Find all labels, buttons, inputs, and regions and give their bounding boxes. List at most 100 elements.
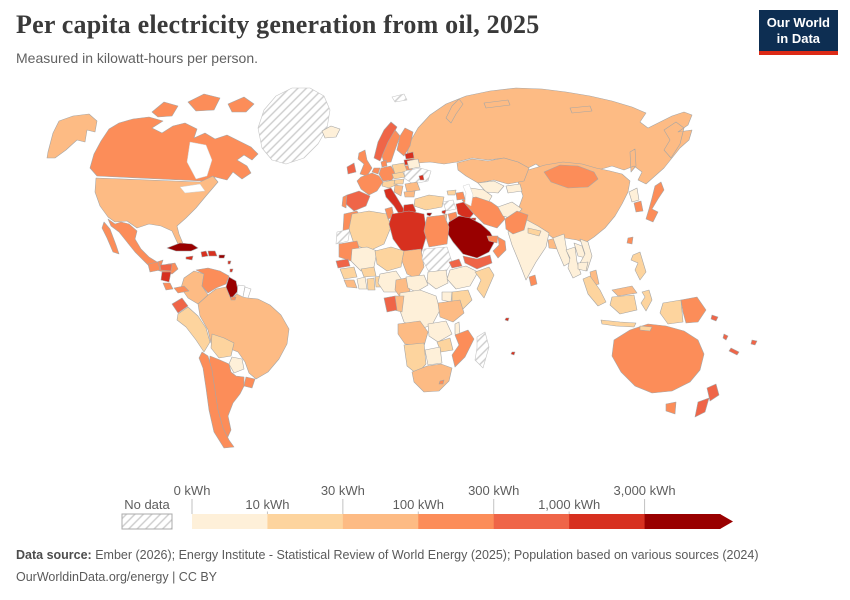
country-venezuela[interactable] xyxy=(195,267,230,294)
country-portugal[interactable] xyxy=(341,194,348,209)
country-france[interactable] xyxy=(356,172,384,196)
country-pakistan[interactable] xyxy=(504,210,529,235)
country-solomon[interactable] xyxy=(710,314,719,322)
country-czechia[interactable] xyxy=(391,171,406,180)
country-iceland[interactable] xyxy=(321,125,341,139)
country-japan[interactable] xyxy=(645,181,665,223)
country-svalbard[interactable] xyxy=(391,93,408,103)
country-dominicanrep[interactable] xyxy=(207,250,218,257)
country-belarus[interactable] xyxy=(406,158,421,170)
country-lesotho[interactable] xyxy=(438,379,445,385)
country-indonesia[interactable] xyxy=(582,275,684,332)
country-uruguay[interactable] xyxy=(243,376,256,389)
country-balkans[interactable] xyxy=(393,184,404,197)
country-turkey[interactable] xyxy=(413,194,445,211)
country-madagascar[interactable] xyxy=(474,331,490,369)
country-guyana[interactable] xyxy=(225,276,239,300)
country-cuba[interactable] xyxy=(166,242,199,252)
country-australia[interactable] xyxy=(611,323,705,415)
legend-swatch-30-100-kWh[interactable] xyxy=(342,514,419,529)
country-cambodia[interactable] xyxy=(577,261,589,272)
country-ivorycoast[interactable] xyxy=(356,276,368,290)
legend-no-data-swatch[interactable] xyxy=(121,513,173,530)
country-bulgaria[interactable] xyxy=(403,190,416,198)
country-kyrgyzstan[interactable] xyxy=(505,183,523,194)
country-estonia[interactable] xyxy=(404,151,415,160)
country-denmark[interactable] xyxy=(380,159,388,168)
country-gabon[interactable] xyxy=(383,295,398,313)
country-png[interactable] xyxy=(680,296,707,324)
country-ukraine[interactable] xyxy=(403,167,432,185)
country-jamaica[interactable] xyxy=(185,255,194,261)
country-lebanon[interactable] xyxy=(441,209,447,215)
country-ethiopia[interactable] xyxy=(446,265,479,290)
country-burkinafaso[interactable] xyxy=(360,266,377,278)
country-zambia[interactable] xyxy=(427,320,453,343)
country-southsudan[interactable] xyxy=(426,269,449,290)
country-switzerland[interactable] xyxy=(381,179,399,189)
country-somalia[interactable] xyxy=(474,266,495,299)
country-georgia[interactable] xyxy=(446,189,457,196)
country-sierraleone[interactable] xyxy=(343,279,358,289)
country-benelux[interactable] xyxy=(371,167,381,175)
country-chad[interactable] xyxy=(401,248,425,280)
country-southafrica[interactable] xyxy=(411,363,453,393)
country-philippines[interactable] xyxy=(630,251,647,281)
country-hungary[interactable] xyxy=(393,178,405,185)
country-kazakhstan[interactable] xyxy=(456,157,530,185)
country-norway[interactable] xyxy=(373,121,398,162)
legend-swatch-3-000+-kWh[interactable] xyxy=(644,514,721,529)
country-thailand[interactable] xyxy=(565,246,582,279)
country-senegal[interactable] xyxy=(335,258,351,269)
country-ghana[interactable] xyxy=(366,277,376,291)
legend-swatch-10-30-kWh[interactable] xyxy=(267,514,344,529)
legend-swatch-1-000-3-000-kWh[interactable] xyxy=(569,514,646,529)
country-libya[interactable] xyxy=(388,210,428,255)
country-guatemala[interactable] xyxy=(147,261,161,273)
country-southkorea[interactable] xyxy=(633,200,644,213)
country-guinea[interactable] xyxy=(339,266,358,280)
country-uganda[interactable] xyxy=(441,291,453,303)
country-newcaledonia[interactable] xyxy=(728,347,740,356)
country-finland[interactable] xyxy=(396,127,414,157)
country-mongolia[interactable] xyxy=(543,164,599,189)
legend-swatch-300-1-000-kWh[interactable] xyxy=(493,514,570,529)
country-peru[interactable] xyxy=(176,306,211,353)
country-algeria[interactable] xyxy=(348,210,392,252)
country-saudiarabia[interactable] xyxy=(445,215,496,259)
country-sudan[interactable] xyxy=(421,246,453,276)
country-uk[interactable] xyxy=(357,149,373,177)
legend-swatch-0-10-kWh[interactable] xyxy=(192,514,268,529)
country-niger[interactable] xyxy=(374,246,405,272)
country-mauritius[interactable] xyxy=(504,317,516,356)
country-newzealand[interactable] xyxy=(694,383,720,418)
country-northkorea[interactable] xyxy=(628,187,640,203)
country-car[interactable] xyxy=(405,274,429,293)
country-mexico[interactable] xyxy=(101,218,179,275)
country-moldova[interactable] xyxy=(418,174,425,181)
country-vanuatu[interactable] xyxy=(722,333,729,341)
legend-swatch-100-300-kWh[interactable] xyxy=(418,514,495,529)
country-azerbaijan[interactable] xyxy=(455,191,466,201)
country-canada[interactable] xyxy=(89,93,259,182)
country-lesserantilles[interactable] xyxy=(227,260,234,273)
country-tanzania[interactable] xyxy=(437,299,465,323)
owid-logo[interactable]: Our World in Data xyxy=(758,10,838,55)
country-cyprus[interactable] xyxy=(426,212,433,217)
country-romania[interactable] xyxy=(404,181,421,193)
country-paraguay[interactable] xyxy=(228,356,245,374)
country-wsahara[interactable] xyxy=(335,228,351,245)
country-oman[interactable] xyxy=(492,236,507,259)
country-fiji[interactable] xyxy=(750,339,758,346)
country-greenland[interactable] xyxy=(257,87,331,165)
country-ecuador[interactable] xyxy=(171,297,189,314)
country-yemen[interactable] xyxy=(462,254,493,270)
country-honduras[interactable] xyxy=(159,263,173,272)
country-haiti[interactable] xyxy=(200,250,209,258)
country-nicaragua[interactable] xyxy=(160,271,172,283)
country-botswana[interactable] xyxy=(424,346,443,366)
country-mozambique[interactable] xyxy=(451,329,475,368)
country-nepal[interactable] xyxy=(527,227,542,237)
country-chile[interactable] xyxy=(198,351,235,449)
country-uae[interactable] xyxy=(486,235,499,244)
